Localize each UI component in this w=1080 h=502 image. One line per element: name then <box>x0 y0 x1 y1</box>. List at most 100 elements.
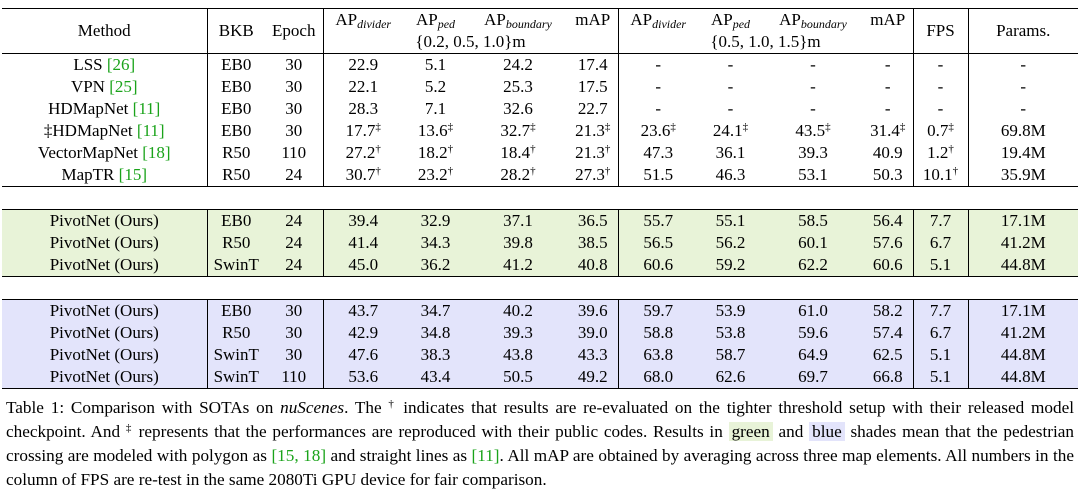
table-row: ‡HDMapNet [11] EB0 30 17.7‡ 13.6‡ 32.7‡ 21.3‡ 2… <box>2 120 1078 142</box>
citation-link[interactable]: [25] <box>109 77 138 96</box>
green-shade-label: green <box>728 422 773 441</box>
epoch-cell: 24 <box>265 254 324 277</box>
value-cell: 23.2† <box>417 165 454 184</box>
citation-link[interactable]: [11] <box>136 121 165 140</box>
value-cell: 35.9M <box>1000 165 1046 184</box>
epoch-cell: 30 <box>265 76 324 98</box>
header-epoch: Epoch <box>265 8 324 54</box>
value-cell: 27.2† <box>345 143 381 162</box>
header-ap-boundary-2: APboundary <box>779 10 847 31</box>
value-cell: 30.7† <box>345 165 381 184</box>
value-cell: 41.4 <box>323 232 403 254</box>
value-cell: 58.8 <box>618 322 698 344</box>
value-cell: 22.9 <box>348 55 379 74</box>
epoch-cell: 30 <box>265 120 324 142</box>
value-cell: 40.2 <box>468 299 568 322</box>
comparison-table: Method BKB Epoch APdivider APped APbound… <box>2 8 1078 389</box>
value-cell: - <box>655 99 662 118</box>
value-cell: 40.8 <box>568 254 619 277</box>
table-body: LSS [26] EB0 30 22.9 5.1 24.2 17.4- - - - - - VPN [2… <box>2 53 1078 389</box>
value-cell: 66.8 <box>863 366 914 389</box>
value-cell: 51.5 <box>643 165 674 184</box>
value-cell: 53.6 <box>323 366 403 389</box>
value-cell: 43.5‡ <box>795 121 831 140</box>
table-row: VPN [25] EB0 30 22.1 5.2 25.3 17.5- - - - - - <box>2 76 1078 98</box>
value-cell: 17.5 <box>568 76 619 98</box>
header-ap-ped-1: APped <box>415 10 456 31</box>
blue-shade-label: blue <box>809 422 845 441</box>
method-cell: PivotNet (Ours) <box>2 322 208 344</box>
citation-link[interactable]: [18] <box>142 143 171 162</box>
value-cell: 56.4 <box>863 209 914 232</box>
method-cell: VectorMapNet [18] <box>2 142 208 164</box>
epoch-cell: 30 <box>265 344 324 366</box>
value-cell: 25.3 <box>503 77 533 96</box>
value-cell: 46.3 <box>715 165 746 184</box>
value-cell: 55.1 <box>698 209 763 232</box>
citation-link[interactable]: [26] <box>106 55 136 74</box>
citation-link[interactable]: [11] <box>132 99 161 118</box>
value-cell: 28.2† <box>500 165 536 184</box>
value-cell: 39.3 <box>468 322 568 344</box>
group-separator <box>2 276 1078 300</box>
value-cell: 56.5 <box>618 232 698 254</box>
value-cell: 18.4† <box>500 143 536 162</box>
value-cell: 43.7 <box>323 299 403 322</box>
value-cell: 62.2 <box>763 254 863 277</box>
value-cell: - <box>727 99 734 118</box>
value-cell: 58.5 <box>763 209 863 232</box>
value-cell: - <box>1020 99 1027 118</box>
backbone-cell: EB0 <box>221 55 252 74</box>
epoch-cell: 110 <box>265 142 324 164</box>
header-threshold-loose: {0.5, 1.0, 1.5}m <box>618 31 914 54</box>
value-cell: 17.4 <box>568 53 619 76</box>
value-cell: 59.2 <box>698 254 763 277</box>
value-cell: 43.4 <box>403 366 468 389</box>
citation-link[interactable]: [15, 18] <box>271 446 327 465</box>
value-cell: 60.6 <box>863 254 914 277</box>
backbone-cell: R50 <box>222 143 251 162</box>
header-map-1: mAP <box>568 8 619 31</box>
value-cell: - <box>655 55 662 74</box>
value-cell: 13.6‡ <box>417 121 454 140</box>
value-cell: 23.6‡ <box>640 121 676 140</box>
citation-link[interactable]: [15] <box>118 165 147 184</box>
header-ap-boundary-1: APboundary <box>484 10 552 31</box>
value-cell: 61.0 <box>763 299 863 322</box>
backbone-cell: EB0 <box>221 121 252 140</box>
value-cell: 60.1 <box>763 232 863 254</box>
citation-link[interactable]: [11] <box>471 446 500 465</box>
backbone-cell: R50 <box>222 165 251 184</box>
value-cell: 6.7 <box>913 322 969 344</box>
value-cell: - <box>810 77 816 96</box>
dataset-name: nuScenes <box>280 398 345 417</box>
table-row: PivotNet (Ours) EB0 30 43.7 34.7 40.2 39.6 59.7… <box>2 299 1078 322</box>
method-cell: VPN [25] <box>2 76 208 98</box>
value-cell: 56.2 <box>698 232 763 254</box>
value-cell: 21.3† <box>568 142 619 164</box>
value-cell: 62.5 <box>863 344 914 366</box>
value-cell: 24.1‡ <box>712 121 749 140</box>
method-cell: PivotNet (Ours) <box>2 254 208 277</box>
method-cell: MapTR [15] <box>2 164 208 187</box>
table-row: VectorMapNet [18] R50 110 27.2† 18.2† 18.4† 21… <box>2 142 1078 164</box>
header-ap-divider-2: APdivider <box>630 10 687 31</box>
header-ap-ped-2: APped <box>710 10 751 31</box>
value-cell: 59.7 <box>618 299 698 322</box>
value-cell: - <box>863 98 914 120</box>
value-cell: - <box>863 53 914 76</box>
value-cell: 37.1 <box>468 209 568 232</box>
header-bkb: BKB <box>218 21 254 40</box>
value-cell: 53.9 <box>698 299 763 322</box>
value-cell: 58.7 <box>698 344 763 366</box>
value-cell: 38.5 <box>568 232 619 254</box>
header-map-2: mAP <box>863 8 914 31</box>
method-cell: HDMapNet [11] <box>2 98 208 120</box>
group-separator <box>2 186 1078 210</box>
table-row: LSS [26] EB0 30 22.9 5.1 24.2 17.4- - - - - - <box>2 53 1078 76</box>
value-cell: 7.1 <box>424 99 447 118</box>
value-cell: 69.8M <box>1000 121 1046 140</box>
value-cell: 32.9 <box>403 209 468 232</box>
value-cell: 62.6 <box>698 366 763 389</box>
value-cell: 17.1M <box>968 209 1078 232</box>
